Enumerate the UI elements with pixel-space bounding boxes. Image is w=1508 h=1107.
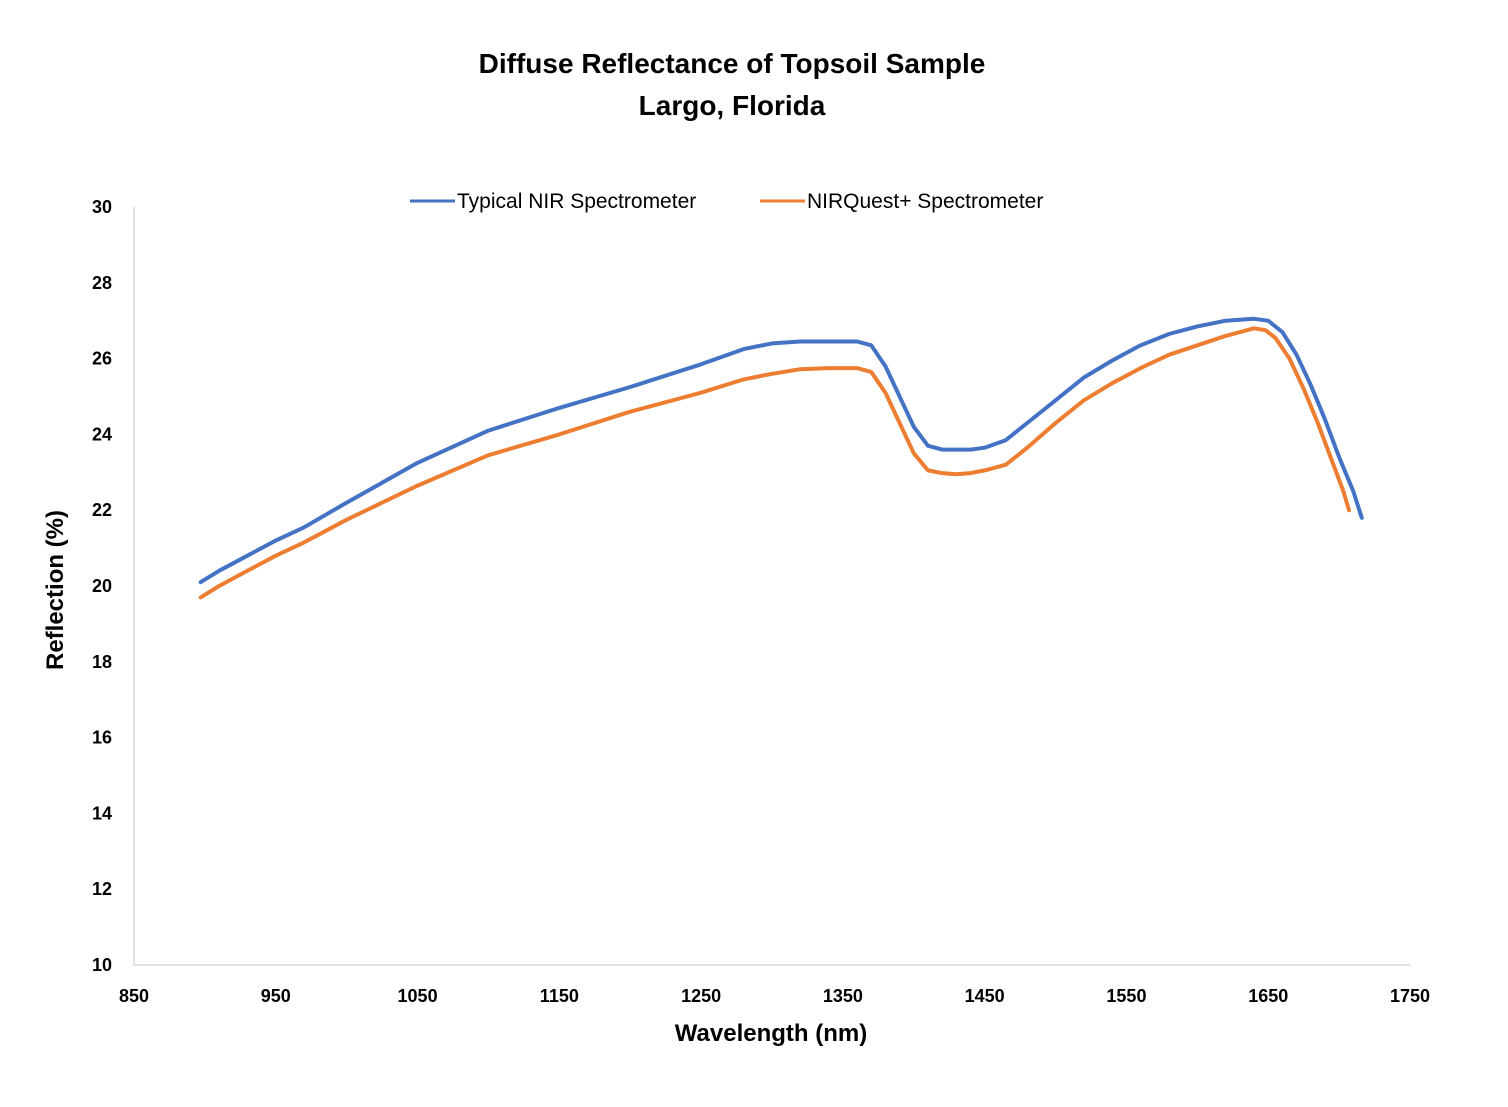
axes	[133, 207, 1410, 966]
y-tick-label: 28	[92, 273, 112, 293]
x-tick-label: 1650	[1248, 986, 1288, 1006]
x-tick-label: 1750	[1390, 986, 1430, 1006]
x-tick-labels: 850 950 1050 1150 1250 1350 1450 1550 1650 1750	[119, 986, 1430, 1006]
chart-title: Diffuse Reflectance of Topsoil Sample	[479, 48, 986, 79]
y-tick-label: 24	[92, 424, 112, 444]
x-tick-label: 1450	[965, 986, 1005, 1006]
x-tick-label: 1050	[398, 986, 438, 1006]
legend-label-typical-nir: Typical NIR Spectrometer	[457, 190, 696, 213]
y-tick-label: 26	[92, 349, 112, 369]
series-line-nirquest	[198, 326, 1351, 600]
x-tick-label: 950	[261, 986, 291, 1006]
x-tick-label: 1350	[823, 986, 863, 1006]
y-tick-label: 14	[92, 803, 112, 823]
x-tick-label: 1550	[1106, 986, 1146, 1006]
legend: Typical NIR Spectrometer NIRQuest+ Spect…	[410, 190, 1043, 213]
y-tick-label: 22	[92, 500, 112, 520]
y-tick-label: 12	[92, 879, 112, 899]
legend-label-nirquest: NIRQuest+ Spectrometer	[807, 190, 1043, 213]
y-tick-label: 18	[92, 652, 112, 672]
x-tick-label: 850	[119, 986, 149, 1006]
series-lines	[198, 316, 1364, 600]
y-tick-labels: 10 12 14 16 18 20 22 24 26 28 30	[92, 197, 112, 975]
y-tick-label: 20	[92, 576, 112, 596]
x-tick-label: 1250	[681, 986, 721, 1006]
y-axis-label: Reflection (%)	[42, 510, 69, 670]
y-tick-label: 30	[92, 197, 112, 217]
x-tick-label: 1150	[540, 986, 579, 1006]
y-tick-label: 10	[92, 955, 112, 975]
x-axis-label: Wavelength (nm)	[675, 1020, 867, 1047]
series-line-typical-nir	[198, 316, 1364, 585]
y-tick-label: 16	[92, 728, 112, 748]
chart-subtitle: Largo, Florida	[639, 90, 826, 121]
